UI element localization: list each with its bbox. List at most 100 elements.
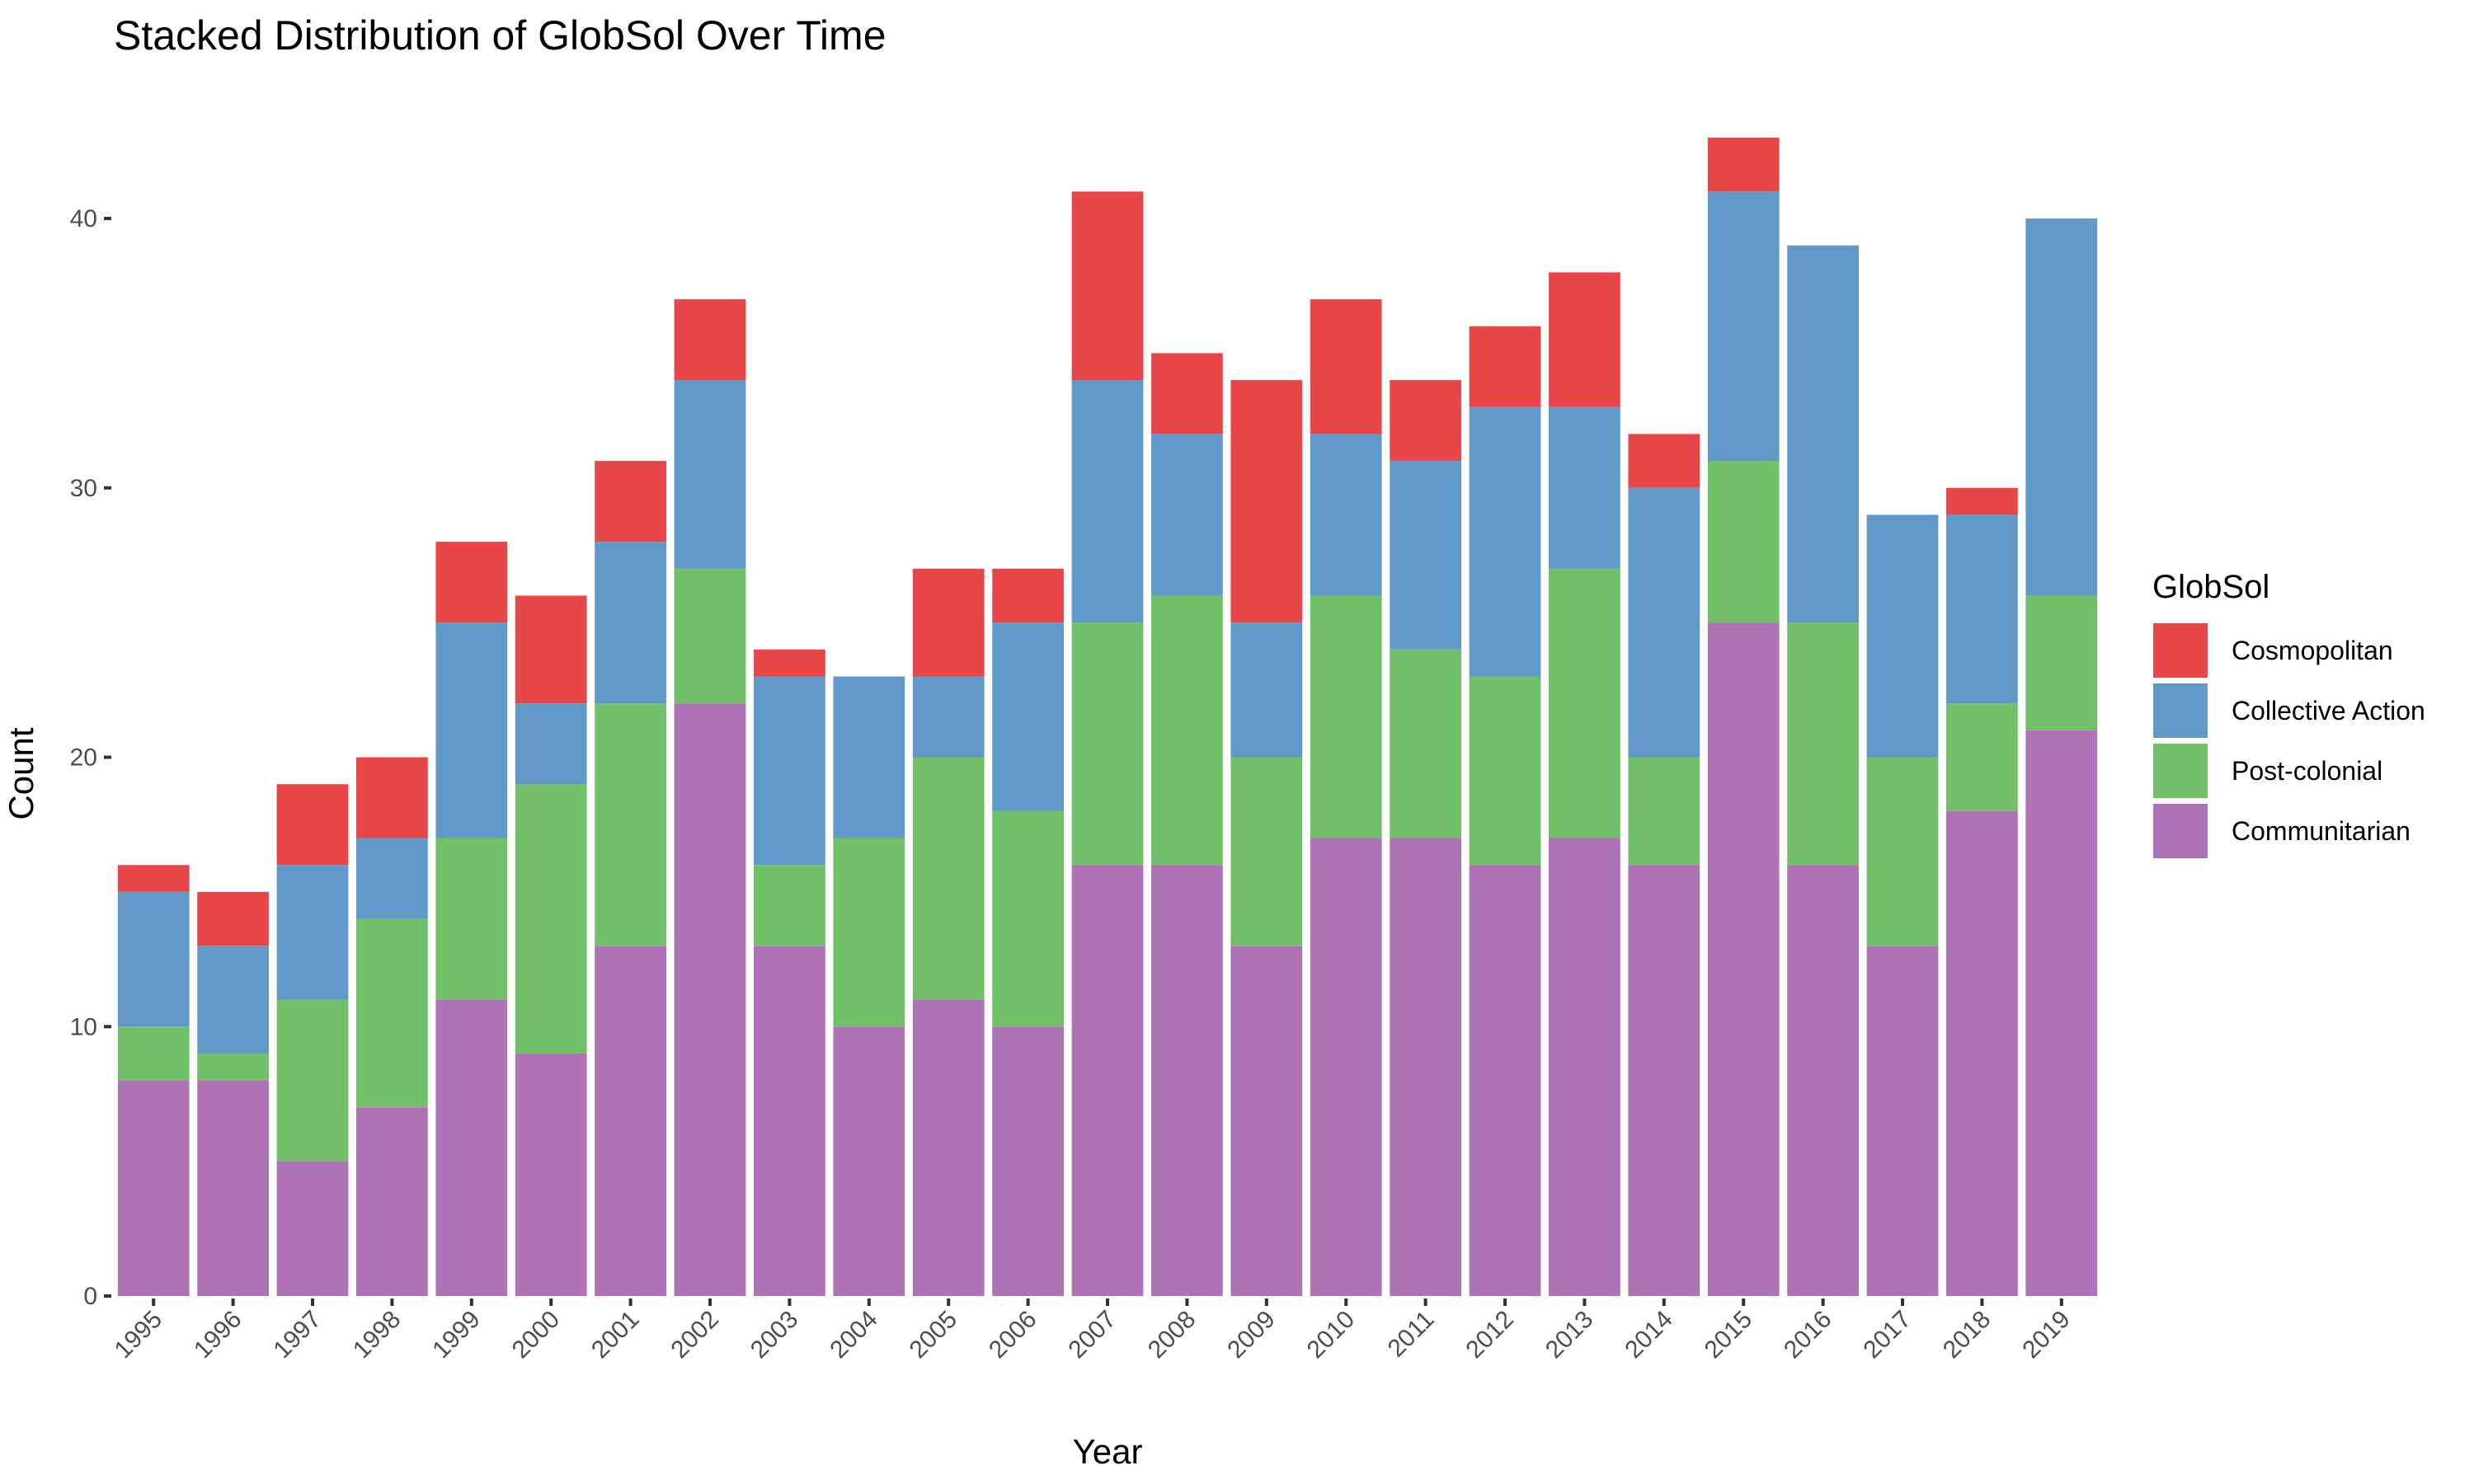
legend-label-post-colonial: Post-colonial [2232,756,2382,786]
x-tick-label-1995: 1995 [110,1306,168,1364]
bar-2000-post-colonial [515,784,587,1054]
bar-1995-cosmopolitan [117,865,190,892]
bar-2018-cosmopolitan [1946,487,2018,515]
x-tick-label-1996: 1996 [189,1306,247,1364]
bar-2006-collective-action [992,622,1064,811]
legend-title: GlobSol [2152,569,2269,605]
x-tick-label-2005: 2005 [905,1306,963,1364]
bar-1996-communitarian [197,1080,269,1296]
x-tick-label-2011: 2011 [1383,1306,1440,1363]
legend-swatch-collective-action [2153,683,2208,738]
bar-2014-collective-action [1628,487,1700,758]
x-tick-label-2017: 2017 [1858,1306,1917,1364]
x-tick-label-1998: 1998 [348,1306,407,1364]
bar-1995-collective-action [117,891,190,1027]
bar-2002-cosmopolitan [674,299,746,381]
bar-1999-post-colonial [435,838,508,1000]
x-axis: 1995 1996 1997 1998 1999 2000 2001 2002 2003 2004… [110,1298,2076,1364]
bar-2013-communitarian [1549,838,1620,1296]
bar-2006-post-colonial [992,810,1064,1027]
bar-1998-communitarian [356,1107,428,1296]
bar-2015-collective-action [1707,191,1780,462]
bar-1997-cosmopolitan [276,784,349,866]
bar-2017-collective-action [1866,514,1939,758]
x-tick-label-2001: 2001 [586,1306,645,1364]
bar-2009-cosmopolitan [1230,380,1303,623]
bar-2013-cosmopolitan [1549,272,1620,407]
bar-2014-cosmopolitan [1628,434,1700,488]
bar-2018-post-colonial [1946,703,2018,811]
x-tick-label-1999: 1999 [427,1306,486,1364]
bar-1996-post-colonial [197,1053,269,1081]
bar-2015-cosmopolitan [1707,137,1780,192]
x-tick-label-2002: 2002 [666,1306,724,1364]
bar-2012-collective-action [1469,406,1541,677]
bar-2005-cosmopolitan [912,568,985,677]
x-tick-label-2003: 2003 [745,1306,804,1364]
bar-2014-communitarian [1628,865,1700,1296]
bar-1996-collective-action [197,946,269,1054]
bar-2015-post-colonial [1707,461,1780,623]
bar-2011-cosmopolitan [1390,380,1461,462]
bar-2006-communitarian [992,1026,1064,1296]
bar-2016-communitarian [1787,865,1859,1296]
legend-swatch-communitarian [2153,804,2208,858]
bar-2002-collective-action [674,380,746,569]
y-axis-title: Count [2,727,40,819]
y-tick-label-10: 10 [70,1013,97,1040]
bar-2009-communitarian [1230,946,1303,1296]
bar-2009-post-colonial [1230,757,1303,946]
legend-swatch-post-colonial [2153,744,2208,798]
bar-2001-cosmopolitan [595,461,666,542]
bar-2010-cosmopolitan [1310,299,1382,434]
bar-2018-collective-action [1946,514,2018,704]
y-tick-label-20: 20 [70,744,97,772]
bar-2005-collective-action [912,676,985,758]
bar-1998-collective-action [356,838,428,919]
x-tick-label-2008: 2008 [1143,1306,1202,1364]
bar-2015-communitarian [1707,622,1780,1296]
bar-2005-communitarian [912,999,985,1296]
bar-2001-communitarian [595,946,666,1296]
bar-2004-post-colonial [833,838,905,1027]
bar-2007-communitarian [1071,865,1144,1296]
bar-2019-communitarian [2025,730,2098,1296]
bar-2008-collective-action [1151,434,1223,596]
bar-2017-communitarian [1866,946,1939,1296]
chart-title: Stacked Distribution of GlobSol Over Tim… [114,12,887,59]
bar-2008-communitarian [1151,865,1223,1296]
x-tick-label-2000: 2000 [507,1306,566,1364]
bar-2013-post-colonial [1549,568,1620,838]
y-axis: 0 10 20 30 40 [70,205,111,1310]
bar-2003-post-colonial [754,865,825,946]
bar-2013-collective-action [1549,406,1620,569]
legend-label-cosmopolitan: Cosmopolitan [2232,636,2393,665]
bar-2018-communitarian [1946,810,2018,1296]
legend-swatch-cosmopolitan [2153,623,2208,678]
x-tick-label-2006: 2006 [984,1306,1042,1364]
bar-1998-cosmopolitan [356,757,428,838]
bar-2010-collective-action [1310,434,1382,596]
bar-2004-communitarian [833,1026,905,1296]
legend: GlobSol Cosmopolitan Collective Action Pos… [2152,569,2425,858]
x-tick-label-2013: 2013 [1540,1306,1599,1364]
bar-1996-cosmopolitan [197,891,269,946]
bar-2017-post-colonial [1866,757,1939,946]
bar-1998-post-colonial [356,918,428,1108]
bar-2003-communitarian [754,946,825,1296]
bar-1997-communitarian [276,1161,349,1296]
bar-2001-post-colonial [595,703,666,946]
bar-2006-cosmopolitan [992,568,1064,623]
bar-1995-post-colonial [117,1026,190,1081]
bar-1997-collective-action [276,865,349,1000]
bar-2011-collective-action [1390,461,1461,650]
x-tick-label-2014: 2014 [1620,1306,1678,1364]
x-tick-label-2010: 2010 [1302,1306,1361,1364]
bar-2016-post-colonial [1787,622,1859,866]
bars-layer [117,137,2098,1296]
bar-2003-cosmopolitan [754,649,825,677]
x-tick-label-2007: 2007 [1063,1306,1122,1364]
bar-1999-communitarian [435,999,508,1296]
x-tick-label-2015: 2015 [1700,1306,1758,1364]
